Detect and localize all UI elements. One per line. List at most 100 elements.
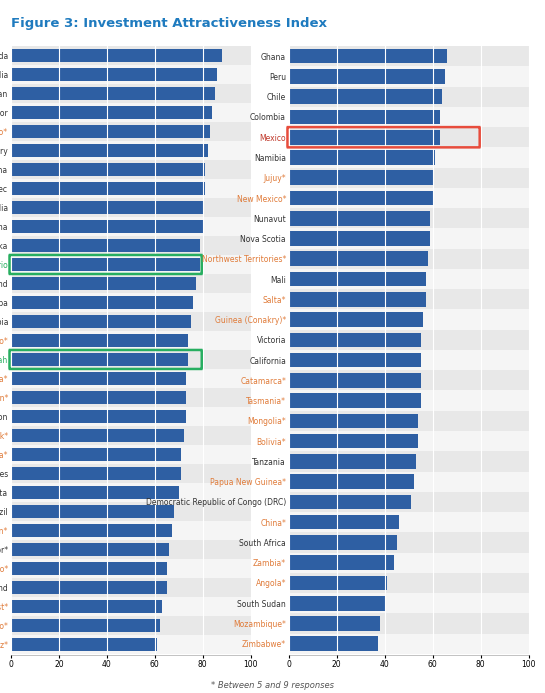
Bar	[289, 269, 529, 289]
Bar	[289, 492, 529, 512]
Bar	[11, 217, 251, 236]
Bar	[11, 483, 251, 502]
Bar	[11, 464, 251, 483]
Bar	[289, 130, 440, 145]
Bar	[289, 512, 529, 532]
Bar	[289, 613, 529, 633]
Bar	[289, 211, 431, 225]
Text: * Between 5 and 9 responses: * Between 5 and 9 responses	[211, 681, 334, 690]
Bar	[289, 373, 421, 387]
Bar	[11, 125, 210, 139]
Bar	[11, 428, 184, 442]
Bar	[11, 105, 213, 119]
Bar	[11, 561, 167, 575]
Bar	[289, 310, 529, 330]
Bar	[289, 414, 419, 428]
Bar	[289, 107, 529, 127]
Bar	[11, 312, 251, 331]
Bar	[289, 292, 426, 306]
Bar	[11, 255, 251, 274]
Bar	[289, 535, 397, 550]
Bar	[11, 274, 251, 293]
Bar	[289, 289, 529, 310]
Bar	[289, 208, 529, 229]
Bar	[11, 616, 251, 635]
Bar	[289, 431, 529, 451]
Bar	[289, 229, 529, 249]
Bar	[289, 87, 529, 107]
Bar	[289, 370, 529, 390]
Bar	[11, 331, 251, 350]
Bar	[11, 543, 169, 556]
Bar	[289, 495, 411, 509]
Bar	[289, 353, 421, 367]
Bar	[289, 454, 416, 468]
Bar	[11, 426, 251, 445]
Bar	[289, 272, 426, 286]
Bar	[289, 532, 529, 552]
Bar	[11, 84, 251, 103]
Bar	[289, 411, 529, 431]
Bar	[289, 313, 423, 327]
Bar	[11, 163, 205, 176]
Bar	[11, 638, 157, 651]
Bar	[11, 407, 251, 426]
Bar	[289, 191, 433, 205]
Bar	[289, 555, 395, 570]
Bar	[11, 160, 251, 179]
Bar	[11, 353, 189, 367]
Bar	[289, 46, 529, 67]
Bar	[11, 103, 251, 122]
Bar	[289, 249, 529, 269]
Bar	[11, 599, 162, 613]
Bar	[11, 540, 251, 559]
Bar	[11, 238, 201, 252]
Bar	[11, 410, 186, 423]
Bar	[11, 388, 251, 407]
Bar	[11, 293, 251, 312]
Bar	[289, 633, 529, 654]
Bar	[289, 394, 421, 408]
Bar	[11, 296, 193, 309]
Bar	[11, 445, 251, 464]
Bar	[289, 109, 440, 124]
Bar	[289, 49, 447, 64]
Bar	[11, 505, 174, 518]
Bar	[289, 596, 385, 611]
Bar	[289, 252, 428, 266]
Bar	[11, 333, 189, 347]
Bar	[289, 330, 529, 350]
Bar	[289, 573, 529, 593]
Bar	[289, 150, 435, 165]
Bar	[289, 434, 419, 448]
Bar	[289, 69, 445, 84]
Bar	[11, 350, 251, 369]
Bar	[289, 333, 421, 347]
Bar	[11, 619, 160, 632]
Bar	[289, 188, 529, 208]
Bar	[289, 471, 529, 492]
Bar	[11, 141, 251, 160]
Bar	[289, 515, 399, 529]
Bar	[11, 578, 251, 597]
Bar	[11, 559, 251, 578]
Bar	[289, 390, 529, 411]
Bar	[11, 182, 205, 195]
Bar	[289, 593, 529, 613]
Bar	[11, 179, 251, 198]
Bar	[289, 127, 529, 148]
Bar	[11, 201, 203, 214]
Bar	[11, 220, 203, 234]
Bar	[11, 236, 251, 255]
Bar	[11, 65, 251, 84]
Bar	[289, 89, 443, 104]
Bar	[11, 49, 222, 62]
Bar	[289, 148, 529, 168]
Bar	[289, 168, 529, 188]
Bar	[11, 521, 251, 540]
Bar	[11, 448, 181, 462]
Bar	[289, 231, 431, 246]
Bar	[289, 475, 414, 489]
Bar	[11, 68, 217, 81]
Bar	[11, 87, 215, 100]
